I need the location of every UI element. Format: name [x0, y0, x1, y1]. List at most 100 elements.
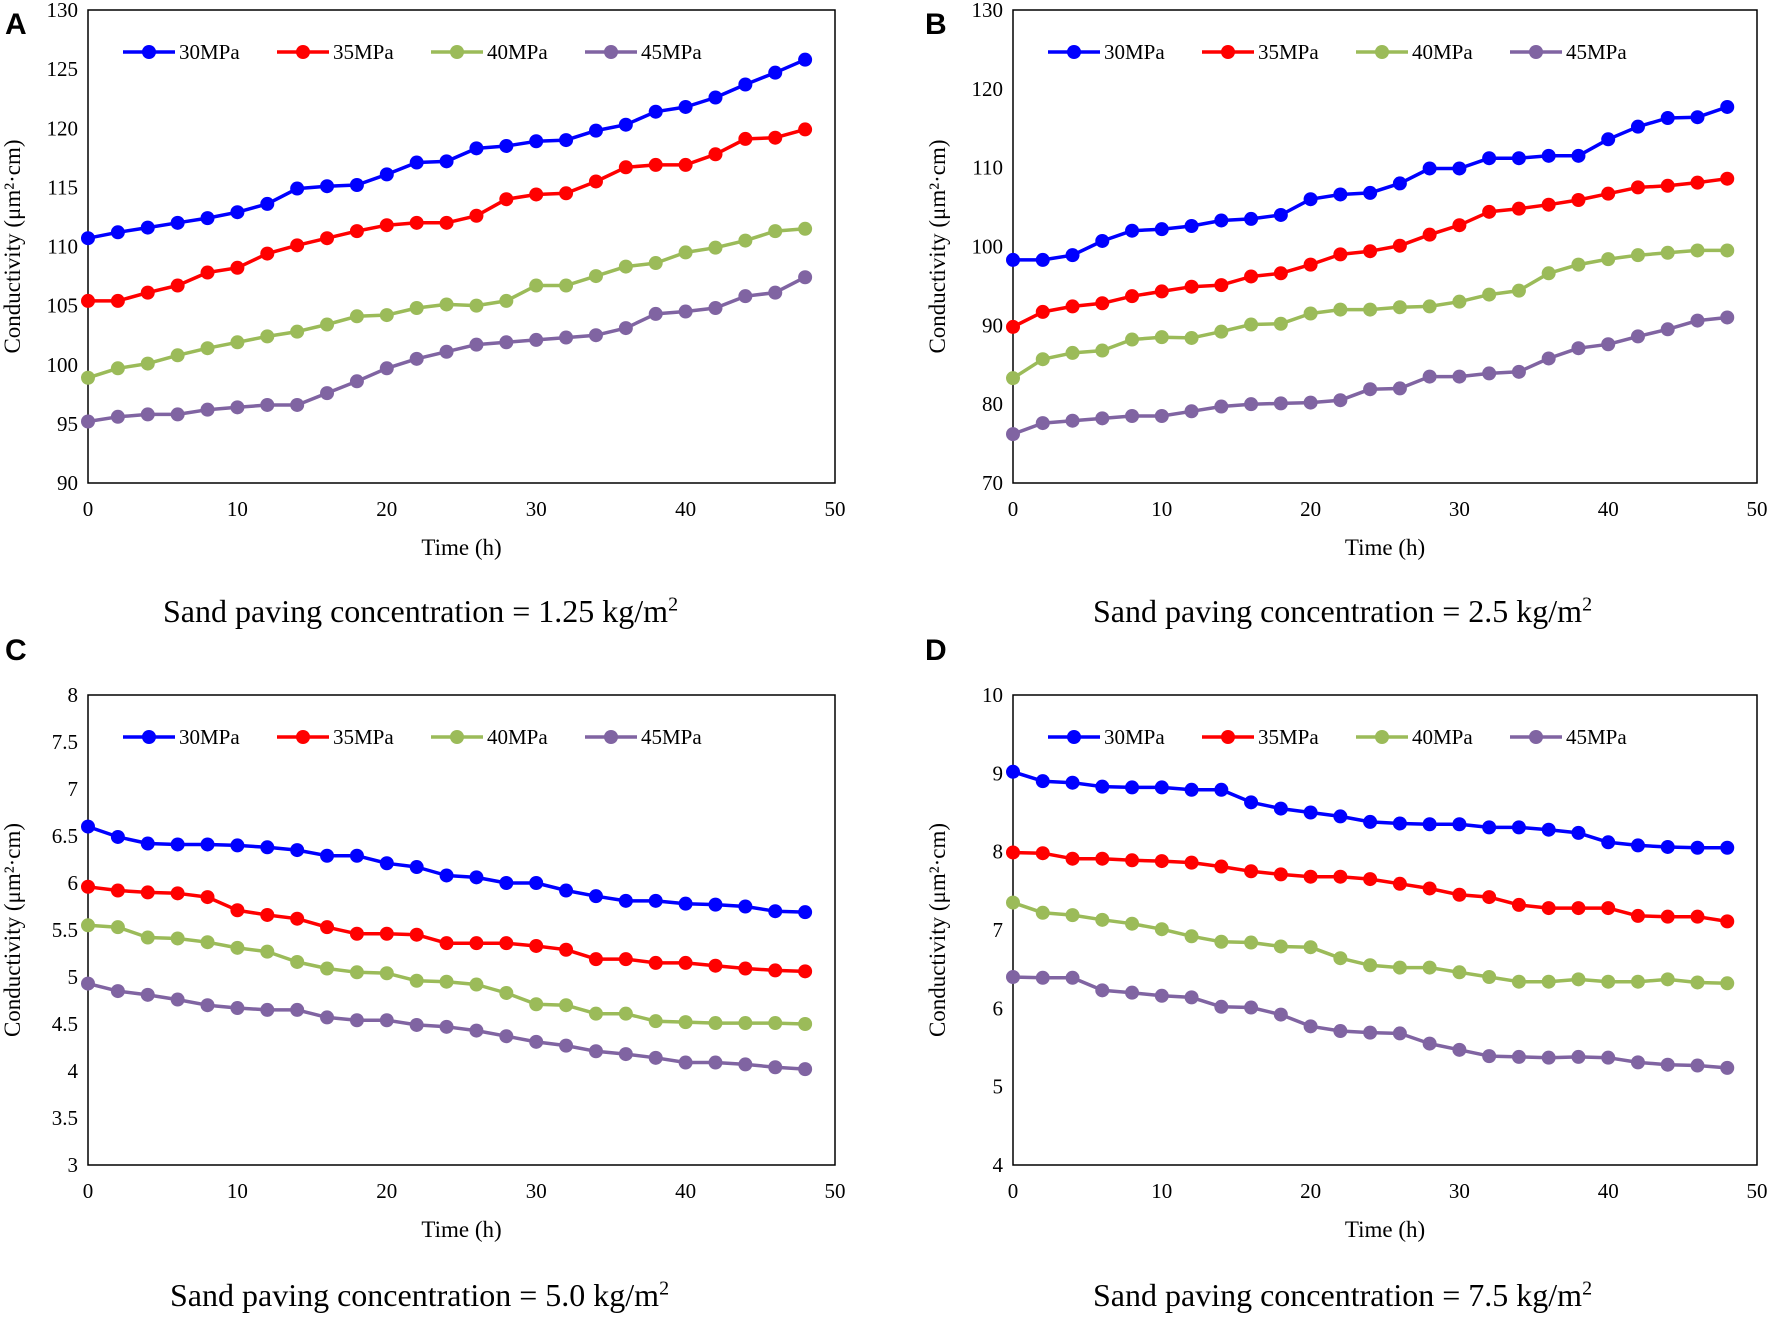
data-point	[738, 1016, 753, 1031]
y-axis-label: Conductivity (μm²·cm)	[925, 823, 950, 1037]
x-tick-label: 30	[526, 497, 547, 521]
data-point	[499, 876, 514, 890]
data-point	[588, 328, 603, 343]
legend-item: 40MPa	[431, 40, 548, 64]
data-point	[1630, 119, 1645, 134]
data-point	[1571, 1049, 1586, 1064]
data-point	[1630, 180, 1645, 195]
data-point	[439, 1019, 454, 1034]
data-point	[1035, 905, 1050, 920]
data-point	[1035, 846, 1050, 861]
data-point	[1690, 175, 1705, 190]
data-point	[648, 955, 663, 970]
data-point	[618, 160, 633, 175]
data-point	[200, 265, 215, 280]
data-point	[1720, 310, 1735, 325]
series-40mpa	[1006, 895, 1735, 991]
legend-label: 45MPa	[1566, 725, 1627, 749]
caption-b: Sand paving concentration = 2.5 kg/m2	[1093, 593, 1592, 630]
data-point	[1422, 227, 1437, 242]
caption-b-text: Sand paving concentration = 2.5 kg/m	[1093, 593, 1583, 629]
y-axis-label: Conductivity (μm²·cm)	[925, 139, 950, 353]
data-point	[529, 187, 544, 202]
data-point	[1452, 1042, 1467, 1057]
data-point	[1333, 951, 1348, 966]
data-point	[110, 883, 125, 898]
data-point	[1720, 171, 1735, 186]
data-point	[798, 52, 813, 67]
data-point	[708, 240, 723, 255]
data-point	[1154, 330, 1169, 345]
data-point	[200, 935, 215, 950]
panel-letter-a: A	[5, 8, 27, 41]
series-45mpa	[81, 270, 813, 429]
plot-frame	[87, 9, 836, 484]
data-point	[618, 259, 633, 274]
y-tick-label: 10	[982, 683, 1003, 707]
data-point	[439, 936, 454, 951]
legend-marker	[1221, 45, 1235, 59]
data-point	[1363, 244, 1378, 259]
data-point	[738, 1057, 753, 1072]
data-point	[1571, 972, 1586, 987]
legend-item: 30MPa	[1048, 725, 1165, 749]
panel-letter-c: C	[5, 634, 27, 667]
data-point	[320, 1010, 335, 1025]
data-point	[1690, 243, 1705, 258]
data-point	[529, 332, 544, 347]
data-point	[1244, 211, 1259, 226]
x-tick-label: 30	[526, 1179, 547, 1203]
data-point	[1125, 853, 1140, 868]
data-point	[1482, 970, 1497, 984]
series-line	[1012, 975, 1728, 1070]
data-point	[1035, 352, 1050, 367]
legend-label: 35MPa	[333, 725, 394, 749]
data-point	[409, 351, 424, 366]
data-point	[798, 270, 813, 285]
data-point	[559, 998, 574, 1013]
data-point	[1601, 337, 1616, 352]
data-point	[320, 179, 335, 194]
data-point	[1690, 909, 1705, 924]
data-point	[439, 868, 454, 883]
series-40mpa	[81, 918, 813, 1031]
data-point	[1482, 287, 1497, 302]
data-point	[1125, 408, 1140, 423]
data-point	[1184, 855, 1199, 870]
data-point	[559, 1038, 574, 1053]
data-point	[648, 104, 663, 119]
x-tick-label: 0	[83, 497, 94, 521]
data-point	[1214, 859, 1229, 874]
legend-label: 30MPa	[1104, 40, 1165, 64]
data-point	[469, 977, 484, 992]
data-point	[200, 998, 215, 1013]
data-point	[349, 178, 364, 193]
data-point	[1482, 820, 1497, 835]
data-point	[1006, 427, 1020, 442]
data-point	[1511, 1049, 1526, 1064]
data-point	[140, 220, 155, 235]
data-point	[499, 1029, 514, 1044]
x-tick-label: 30	[1449, 497, 1470, 521]
data-point	[678, 1015, 693, 1030]
legend-marker	[296, 730, 310, 744]
panel-letter-d: D	[925, 634, 947, 667]
data-point	[1422, 881, 1437, 896]
data-point	[768, 285, 783, 300]
plot-frame	[1012, 694, 1758, 1166]
series-30mpa	[81, 52, 813, 246]
chart-b: 70 80 90 100 110 120 130 0 10 20 30 40 50 Time (h) Con…	[925, 0, 1768, 560]
data-point	[1214, 934, 1229, 949]
data-point	[618, 893, 633, 908]
x-tick-label: 40	[1598, 497, 1619, 521]
data-point	[170, 886, 185, 901]
data-point	[1660, 909, 1675, 924]
data-point	[140, 836, 155, 851]
data-point	[1422, 960, 1437, 975]
data-point	[1333, 809, 1348, 824]
series-30mpa	[81, 819, 813, 920]
data-point	[260, 397, 275, 412]
legend-item: 35MPa	[277, 40, 394, 64]
data-point	[1720, 1060, 1735, 1075]
